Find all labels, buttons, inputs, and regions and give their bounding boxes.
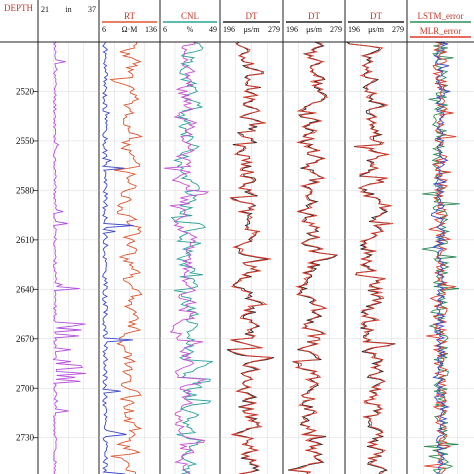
scale-max: 279 (392, 25, 404, 34)
depth-tick-label: 2580 (16, 185, 35, 195)
scale-min: 196 (286, 25, 298, 34)
log-curve (101, 41, 134, 474)
track-title: RT (124, 11, 135, 21)
scale-unit: μs/m (306, 25, 323, 34)
scale-unit: % (187, 25, 194, 34)
scale-min: 196 (223, 25, 235, 34)
track-title: LSTM_error (418, 11, 464, 21)
depth-axis: DEPTH 2520 2550 2580 2610 2640 2670 2700 2730 (4, 3, 38, 443)
log-curve (109, 41, 143, 474)
log-curve (228, 41, 273, 474)
log-curve (52, 41, 86, 474)
log-curve (430, 41, 451, 474)
scale-min: 6 (102, 25, 106, 34)
depth-tick-label: 2550 (16, 136, 35, 146)
track-3: DT 196 μs/m 279 (219, 0, 283, 474)
track-1: RT 6 Ω·M 136 (98, 0, 160, 474)
log-curve (421, 41, 460, 474)
scale-min: 196 (348, 25, 360, 34)
log-tracks: 21 in 37 RT 6 Ω·M 136 CNL 6% 49 DT 196 μs/m 279 DT 196 μ… (38, 0, 474, 474)
track-6: LSTM_error MLR_error (406, 0, 474, 474)
log-curve (347, 41, 395, 474)
scale-max: 136 (145, 25, 157, 34)
scale-max: 279 (268, 25, 280, 34)
track-title: CNL (181, 11, 199, 21)
depth-axis-label: DEPTH (4, 3, 34, 13)
track-0: 21 in 37 (38, 5, 99, 474)
track-title: DT (246, 11, 258, 21)
depth-tick-label: 2700 (16, 383, 35, 393)
track-2: CNL 6% 49 (159, 0, 220, 474)
scale-min: 6 (163, 25, 167, 34)
log-curve (346, 41, 396, 474)
track-title: DT (308, 11, 320, 21)
scale-min: 21 (41, 5, 49, 14)
log-curve (170, 41, 214, 474)
log-curve (163, 41, 210, 474)
depth-tick-label: 2730 (16, 433, 35, 443)
depth-tick-label: 2610 (16, 235, 35, 245)
log-curve (289, 41, 338, 474)
track-4: DT 196 μs/m 279 (282, 0, 345, 474)
track-title-secondary: MLR_error (420, 26, 462, 36)
scale-unit: μs/m (368, 25, 385, 34)
scale-unit: Ω·M (122, 25, 138, 34)
scale-unit: μs/m (244, 25, 261, 34)
scale-unit: in (65, 5, 71, 14)
scale-max: 279 (330, 25, 342, 34)
track-title: DT (370, 11, 382, 21)
depth-tick-label: 2520 (16, 86, 35, 96)
scale-max: 37 (88, 5, 96, 14)
depth-tick-label: 2640 (16, 284, 35, 294)
depth-tick-label: 2670 (16, 334, 35, 344)
scale-max: 49 (209, 25, 217, 34)
track-5: DT 196 μs/m 279 (344, 0, 407, 474)
